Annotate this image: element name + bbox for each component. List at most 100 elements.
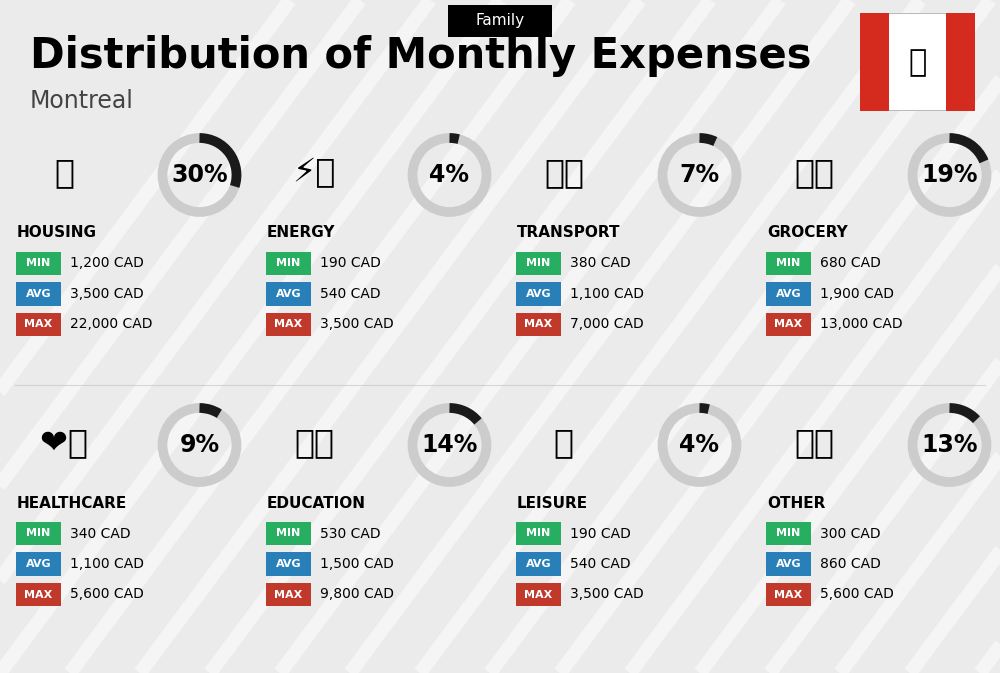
Text: Montreal: Montreal	[30, 89, 134, 113]
Text: MIN: MIN	[276, 258, 301, 269]
Text: OTHER: OTHER	[767, 495, 825, 511]
Text: ⚡🏠: ⚡🏠	[292, 157, 336, 190]
Text: 530 CAD: 530 CAD	[320, 526, 381, 540]
Bar	[860, 13, 889, 111]
Text: MIN: MIN	[26, 258, 51, 269]
Text: AVG: AVG	[526, 289, 551, 299]
Text: AVG: AVG	[26, 559, 51, 569]
Text: MIN: MIN	[776, 258, 801, 269]
Text: 3,500 CAD: 3,500 CAD	[70, 287, 144, 301]
Text: 22,000 CAD: 22,000 CAD	[70, 318, 152, 332]
FancyBboxPatch shape	[448, 5, 552, 37]
Text: MIN: MIN	[26, 528, 51, 538]
Text: Family: Family	[475, 13, 525, 28]
Text: MAX: MAX	[274, 320, 303, 330]
Text: Distribution of Monthly Expenses: Distribution of Monthly Expenses	[30, 35, 812, 77]
Text: 1,100 CAD: 1,100 CAD	[70, 557, 144, 571]
FancyBboxPatch shape	[516, 282, 561, 306]
FancyBboxPatch shape	[766, 553, 811, 575]
Text: 13,000 CAD: 13,000 CAD	[820, 318, 903, 332]
FancyBboxPatch shape	[516, 553, 561, 575]
Text: ❤️🏥: ❤️🏥	[40, 427, 88, 460]
Text: 9%: 9%	[179, 433, 220, 457]
Text: 540 CAD: 540 CAD	[570, 557, 631, 571]
Text: 3,500 CAD: 3,500 CAD	[570, 588, 644, 602]
Text: MIN: MIN	[526, 258, 551, 269]
Text: 🍁: 🍁	[908, 48, 927, 77]
Text: 5,600 CAD: 5,600 CAD	[70, 588, 144, 602]
Text: 14%: 14%	[421, 433, 478, 457]
Text: 💰💳: 💰💳	[794, 427, 834, 460]
Text: GROCERY: GROCERY	[767, 225, 848, 240]
Text: 🏢: 🏢	[54, 157, 74, 190]
Bar	[946, 13, 975, 111]
Text: MAX: MAX	[774, 320, 803, 330]
FancyBboxPatch shape	[16, 282, 61, 306]
Text: LEISURE: LEISURE	[517, 495, 588, 511]
Text: MIN: MIN	[276, 528, 301, 538]
Text: 1,200 CAD: 1,200 CAD	[70, 256, 144, 271]
Text: 7%: 7%	[679, 163, 720, 187]
Text: 190 CAD: 190 CAD	[570, 526, 631, 540]
Text: 7,000 CAD: 7,000 CAD	[570, 318, 644, 332]
Text: 860 CAD: 860 CAD	[820, 557, 881, 571]
Text: AVG: AVG	[776, 559, 801, 569]
Text: AVG: AVG	[276, 559, 301, 569]
Text: 380 CAD: 380 CAD	[570, 256, 631, 271]
Text: MAX: MAX	[24, 320, 53, 330]
FancyBboxPatch shape	[516, 252, 561, 275]
Text: 4%: 4%	[430, 163, 470, 187]
Text: 680 CAD: 680 CAD	[820, 256, 881, 271]
FancyBboxPatch shape	[766, 583, 811, 606]
Text: MIN: MIN	[526, 528, 551, 538]
Text: 🛍️: 🛍️	[554, 427, 574, 460]
Text: MAX: MAX	[524, 320, 553, 330]
FancyBboxPatch shape	[266, 583, 311, 606]
FancyBboxPatch shape	[766, 252, 811, 275]
Text: MAX: MAX	[774, 590, 803, 600]
FancyBboxPatch shape	[516, 313, 561, 336]
Text: 13%: 13%	[921, 433, 978, 457]
Text: MIN: MIN	[776, 528, 801, 538]
Text: 540 CAD: 540 CAD	[320, 287, 381, 301]
Text: 3,500 CAD: 3,500 CAD	[320, 318, 394, 332]
FancyBboxPatch shape	[16, 553, 61, 575]
Text: MAX: MAX	[524, 590, 553, 600]
Text: AVG: AVG	[526, 559, 551, 569]
Text: ENERGY: ENERGY	[267, 225, 336, 240]
Text: EDUCATION: EDUCATION	[267, 495, 366, 511]
FancyBboxPatch shape	[266, 313, 311, 336]
Text: 🛒🥬: 🛒🥬	[794, 157, 834, 190]
FancyBboxPatch shape	[266, 252, 311, 275]
Text: HEALTHCARE: HEALTHCARE	[17, 495, 127, 511]
Text: HOUSING: HOUSING	[17, 225, 97, 240]
Text: 30%: 30%	[171, 163, 228, 187]
FancyBboxPatch shape	[266, 522, 311, 545]
FancyBboxPatch shape	[266, 553, 311, 575]
Text: AVG: AVG	[776, 289, 801, 299]
FancyBboxPatch shape	[16, 583, 61, 606]
Text: 190 CAD: 190 CAD	[320, 256, 381, 271]
Text: 4%: 4%	[680, 433, 720, 457]
Text: 1,500 CAD: 1,500 CAD	[320, 557, 394, 571]
Text: 1,900 CAD: 1,900 CAD	[820, 287, 894, 301]
FancyBboxPatch shape	[266, 282, 311, 306]
Text: 300 CAD: 300 CAD	[820, 526, 881, 540]
FancyBboxPatch shape	[16, 522, 61, 545]
Text: 🎓📚: 🎓📚	[294, 427, 334, 460]
Text: 1,100 CAD: 1,100 CAD	[570, 287, 644, 301]
Text: 9,800 CAD: 9,800 CAD	[320, 588, 394, 602]
FancyBboxPatch shape	[766, 313, 811, 336]
FancyBboxPatch shape	[516, 583, 561, 606]
Text: 340 CAD: 340 CAD	[70, 526, 131, 540]
Text: AVG: AVG	[276, 289, 301, 299]
FancyBboxPatch shape	[766, 282, 811, 306]
Text: 19%: 19%	[921, 163, 978, 187]
Text: MAX: MAX	[24, 590, 53, 600]
FancyBboxPatch shape	[766, 522, 811, 545]
FancyBboxPatch shape	[16, 252, 61, 275]
Text: MAX: MAX	[274, 590, 303, 600]
Text: 5,600 CAD: 5,600 CAD	[820, 588, 894, 602]
FancyBboxPatch shape	[516, 522, 561, 545]
FancyBboxPatch shape	[16, 313, 61, 336]
